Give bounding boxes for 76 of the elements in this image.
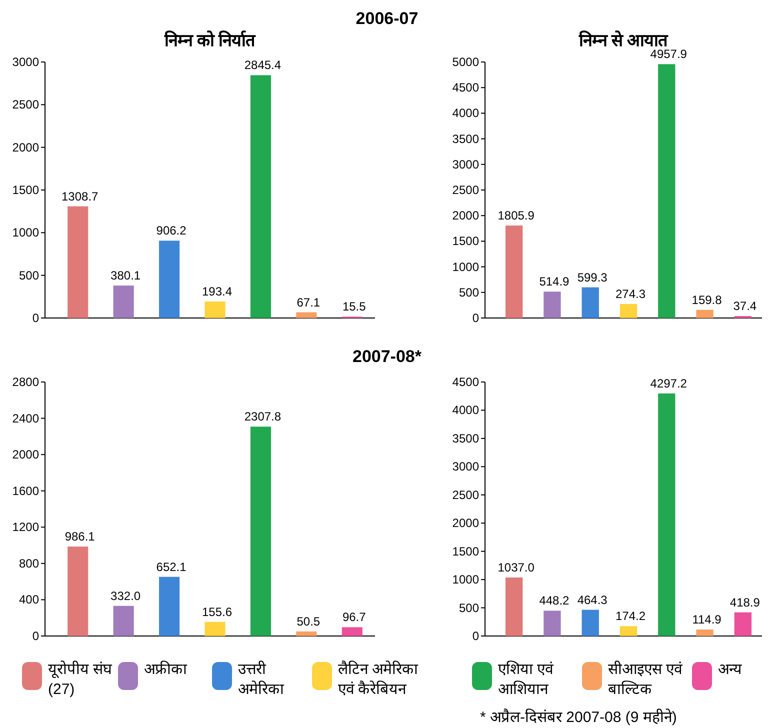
data-label: 114.9	[692, 612, 722, 627]
data-label: 1037.0	[498, 560, 535, 574]
data-label: 37.4	[733, 299, 757, 314]
y-tick-label: 1000	[452, 260, 480, 274]
data-label: 448.2	[539, 594, 570, 608]
data-label: 4957.9	[650, 47, 688, 62]
data-label: 4297.2	[650, 376, 688, 390]
y-tick-label: 5000	[452, 55, 480, 69]
y-tick-label: 400	[18, 592, 40, 607]
legend-label: अफ्रीका	[144, 660, 188, 678]
data-label: 652.1	[156, 560, 187, 574]
data-label: 380.1	[110, 268, 141, 283]
data-label: 1805.9	[498, 208, 535, 223]
y-tick-label: 2000	[12, 140, 40, 154]
data-label: 986.1	[64, 530, 96, 544]
y-tick-label: 4000	[452, 106, 480, 120]
data-label: 332.0	[110, 588, 141, 603]
y-tick-label: 1200	[12, 520, 40, 534]
y-tick-label: 2000	[12, 448, 40, 462]
data-label: 274.3	[615, 286, 646, 301]
chart-title: 2007-08*	[352, 347, 422, 366]
y-tick-label: 1000	[12, 226, 40, 240]
legend-label: उत्तरी अमेरिका	[238, 660, 285, 698]
legend-label: एशिया एवं आशियान	[498, 660, 554, 698]
y-tick-label: 2500	[452, 488, 480, 502]
data-label: 418.9	[730, 595, 760, 610]
chart-subtitle: निम्न से आयात	[578, 30, 670, 50]
data-label: 464.3	[577, 592, 608, 607]
y-tick-label: 0	[472, 311, 480, 325]
data-label: 1308.7	[62, 189, 99, 204]
legend-label: अन्य	[718, 661, 742, 678]
chart-title: 2006-07	[356, 9, 418, 28]
y-tick-label: 3000	[452, 157, 480, 172]
data-label: 67.1	[296, 295, 320, 310]
y-tick-label: 1600	[12, 484, 40, 498]
data-label: 15.5	[342, 300, 366, 314]
y-tick-label: 3500	[452, 431, 480, 446]
data-label: 159.8	[692, 292, 722, 307]
y-tick-label: 3000	[452, 460, 480, 474]
y-tick-label: 2500	[452, 183, 480, 197]
data-label: 50.5	[296, 614, 320, 628]
y-tick-label: 4500	[452, 375, 480, 389]
y-tick-label: 2800	[12, 375, 40, 389]
legend-label: सीआइएस एवं बाल्टिक	[608, 660, 684, 698]
y-tick-label: 3500	[452, 132, 480, 146]
y-tick-label: 2000	[452, 208, 480, 223]
data-label: 906.2	[156, 224, 187, 238]
y-tick-label: 2000	[452, 516, 480, 530]
y-tick-label: 3000	[12, 55, 40, 69]
y-tick-label: 2500	[12, 98, 40, 112]
data-label: 96.7	[342, 610, 366, 624]
y-tick-label: 500	[458, 285, 480, 300]
data-label: 2307.8	[244, 410, 282, 424]
legend-label: यूरोपीय संघ (27)	[48, 660, 114, 698]
legend-label: लैटिन अमेरिका एवं कैरेबियन	[338, 660, 420, 698]
y-tick-label: 2400	[12, 411, 40, 426]
y-tick-label: 800	[18, 556, 40, 570]
data-label: 193.4	[202, 284, 232, 298]
y-tick-label: 1000	[452, 572, 480, 587]
y-tick-label: 1500	[12, 183, 40, 197]
data-label: 2845.4	[244, 58, 282, 72]
data-label: 155.6	[202, 604, 232, 619]
data-label: 514.9	[539, 274, 570, 289]
y-tick-label: 0	[32, 311, 40, 325]
text: * अप्रैल-दिसंबर 2007-08 (9 महीने)	[480, 708, 677, 726]
y-tick-label: 1500	[452, 234, 480, 248]
y-tick-label: 1500	[452, 544, 480, 558]
y-tick-label: 4000	[452, 403, 480, 418]
y-tick-label: 500	[18, 268, 40, 282]
chart-subtitle: निम्न को निर्यात	[163, 30, 257, 50]
data-label: 599.3	[577, 270, 608, 284]
y-tick-label: 500	[458, 600, 480, 615]
y-tick-label: 0	[472, 629, 480, 643]
y-tick-label: 0	[32, 629, 40, 643]
y-tick-label: 4500	[452, 80, 480, 95]
data-label: 174.2	[615, 609, 646, 624]
